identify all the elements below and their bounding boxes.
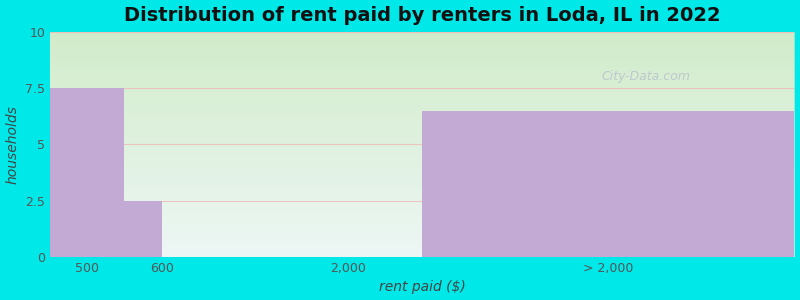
Text: City-Data.com: City-Data.com	[601, 70, 690, 83]
X-axis label: rent paid ($): rent paid ($)	[379, 280, 466, 294]
Bar	[50, 88, 125, 257]
Bar	[422, 110, 794, 257]
Y-axis label: households: households	[6, 105, 19, 184]
Bar	[125, 201, 162, 257]
Title: Distribution of rent paid by renters in Loda, IL in 2022: Distribution of rent paid by renters in …	[124, 6, 721, 25]
